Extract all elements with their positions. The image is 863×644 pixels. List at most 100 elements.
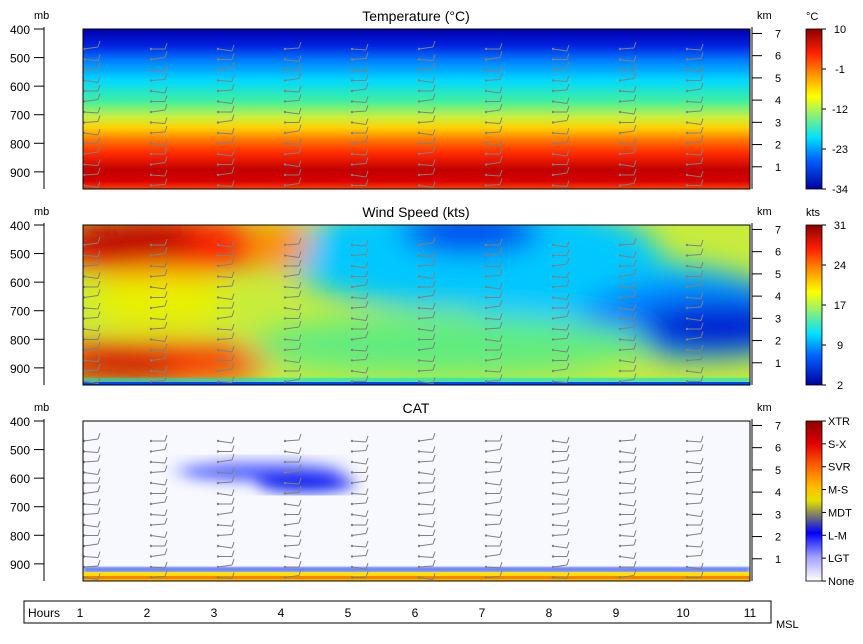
wind-barb-feather bbox=[499, 299, 503, 307]
wind-barb-feather bbox=[231, 97, 235, 104]
height-tick-label: 1 bbox=[775, 554, 781, 566]
wind-barb-feather bbox=[768, 455, 770, 461]
wind-barb bbox=[754, 578, 768, 580]
wind-barb-station bbox=[83, 471, 86, 474]
wind-barb-feather bbox=[566, 105, 570, 113]
wind-barb-feather bbox=[298, 530, 302, 537]
wind-barb-feather bbox=[97, 128, 101, 136]
wind-barb-feather bbox=[499, 103, 503, 111]
wind-barb-feather bbox=[768, 486, 770, 492]
temperature-height-axis: 7 6 5 4 3 2 1 bbox=[751, 27, 781, 189]
wind-barb bbox=[754, 243, 768, 245]
wind-barb bbox=[552, 534, 568, 536]
wind-barb bbox=[83, 111, 99, 114]
wind-barb-feather bbox=[432, 311, 436, 318]
wind-barb-station bbox=[83, 502, 86, 506]
wind-barb-station bbox=[417, 338, 421, 341]
wind-barb-station bbox=[283, 565, 287, 569]
wind-barb-station bbox=[283, 481, 287, 485]
wind-barb-feather bbox=[432, 128, 436, 136]
wind-barb-station bbox=[753, 58, 755, 60]
wind-barb-station bbox=[753, 482, 755, 484]
wind-barb-station bbox=[551, 296, 555, 299]
wind-speed-colorbar-ticks: 31 24 17 9 2 bbox=[822, 220, 846, 392]
wind-barb-station bbox=[83, 142, 86, 145]
wind-barb bbox=[552, 481, 568, 484]
wind-barb bbox=[552, 440, 568, 444]
wind-barb-station bbox=[83, 306, 86, 310]
wind-barb-feather bbox=[768, 521, 770, 527]
wind-barb bbox=[418, 360, 434, 362]
wind-barb-feather bbox=[298, 508, 302, 515]
wind-barb bbox=[284, 130, 300, 134]
wind-barb bbox=[418, 565, 434, 568]
wind-barb bbox=[83, 369, 99, 372]
wind-barb-feather bbox=[768, 77, 770, 83]
wind-barb-feather bbox=[700, 104, 704, 112]
wind-barb-feather bbox=[97, 485, 101, 492]
wind-barb bbox=[418, 164, 434, 166]
wind-barb-station bbox=[618, 275, 622, 278]
wind-barb-station bbox=[216, 306, 220, 310]
wind-barb-station bbox=[484, 460, 488, 464]
wind-barb-feather bbox=[432, 454, 436, 462]
wind-barb-station bbox=[551, 243, 555, 247]
pressure-tick-label: 800 bbox=[10, 529, 30, 543]
wind-barb-feather bbox=[633, 55, 637, 62]
wind-barb-feather bbox=[566, 436, 570, 444]
wind-barb bbox=[619, 130, 635, 134]
wind-barb-feather bbox=[566, 240, 570, 248]
wind-barb-feather bbox=[97, 93, 101, 100]
wind-barb bbox=[754, 361, 768, 362]
wind-barb-station bbox=[484, 163, 488, 166]
wind-barb bbox=[150, 131, 166, 134]
wind-barb-station bbox=[618, 254, 622, 257]
wind-barb bbox=[552, 564, 568, 568]
wind-barb-feather bbox=[365, 261, 369, 269]
wind-barb-station bbox=[149, 327, 153, 331]
wind-barb bbox=[83, 80, 99, 83]
wind-barb bbox=[418, 347, 434, 351]
hour-tick-label: 4 bbox=[278, 606, 285, 620]
wind-barb-feather bbox=[768, 273, 770, 279]
wind-barb-station bbox=[216, 296, 220, 299]
wind-barb-feather bbox=[700, 549, 704, 556]
wind-barb bbox=[552, 368, 568, 372]
wind-barb bbox=[284, 59, 300, 62]
wind-barb bbox=[83, 68, 99, 71]
temperature-right-unit: km bbox=[757, 10, 772, 22]
wind-barb-station bbox=[350, 513, 354, 516]
wind-barb-station bbox=[216, 317, 220, 320]
wind-barb-feather bbox=[365, 278, 369, 286]
wind-barb-feather bbox=[566, 345, 570, 353]
wind-barb bbox=[619, 296, 635, 298]
wind-barb bbox=[351, 284, 367, 288]
wind-barb bbox=[686, 58, 702, 60]
wind-barb bbox=[418, 472, 434, 475]
wind-barb-station bbox=[753, 254, 755, 256]
wind-barb-station bbox=[753, 111, 755, 113]
wind-barb bbox=[619, 326, 635, 330]
wind-barb-feather bbox=[700, 457, 704, 465]
wind-barb-station bbox=[83, 544, 86, 548]
wind-barb-station bbox=[350, 184, 354, 187]
wind-barb bbox=[686, 48, 702, 51]
temperature-wind-barbs bbox=[83, 40, 770, 188]
wind-barb-station bbox=[685, 142, 689, 145]
wind-barb-feather bbox=[768, 129, 770, 135]
wind-barb-station bbox=[551, 173, 555, 177]
wind-barb-station bbox=[417, 544, 421, 548]
wind-barb-feather bbox=[499, 434, 503, 442]
wind-barb-station bbox=[551, 555, 555, 558]
wind-barb-station bbox=[753, 359, 755, 361]
wind-barb-feather bbox=[164, 434, 168, 442]
wind-barb bbox=[217, 328, 233, 331]
wind-barb-feather bbox=[499, 478, 503, 486]
wind-barb-station bbox=[484, 89, 488, 93]
wind-barb bbox=[83, 173, 99, 176]
wind-barb bbox=[351, 122, 367, 125]
wind-barb-station bbox=[149, 285, 153, 289]
wind-barb bbox=[150, 174, 166, 177]
wind-barb-feather bbox=[164, 539, 168, 547]
wind-barb bbox=[217, 368, 233, 372]
